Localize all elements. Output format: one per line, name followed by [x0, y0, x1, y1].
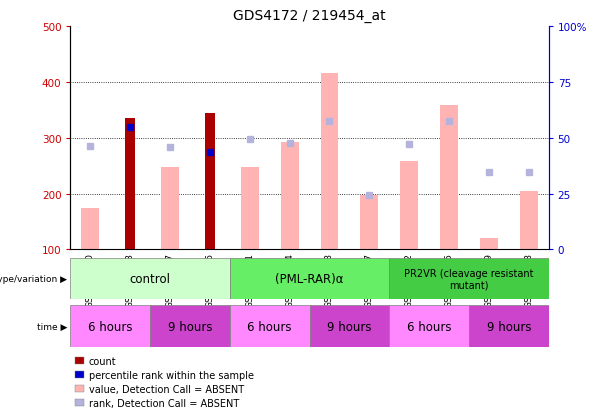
Bar: [230, 258, 389, 299]
Text: genotype/variation ▶: genotype/variation ▶: [0, 274, 67, 283]
Bar: [480, 239, 498, 250]
Bar: [400, 162, 418, 250]
Bar: [205, 113, 215, 250]
Text: PR2VR (cleavage resistant
mutant): PR2VR (cleavage resistant mutant): [404, 268, 534, 290]
Bar: [125, 119, 135, 250]
Bar: [440, 106, 458, 250]
Text: (PML-RAR)α: (PML-RAR)α: [275, 272, 344, 285]
Text: value, Detection Call = ABSENT: value, Detection Call = ABSENT: [89, 384, 244, 394]
Bar: [310, 306, 389, 347]
Bar: [75, 385, 84, 392]
Bar: [161, 167, 179, 250]
Bar: [241, 167, 259, 250]
Text: count: count: [89, 356, 116, 366]
Bar: [321, 74, 338, 250]
Text: control: control: [130, 272, 170, 285]
Bar: [75, 358, 84, 364]
Text: 9 hours: 9 hours: [487, 320, 531, 333]
Text: time ▶: time ▶: [37, 322, 67, 331]
Text: 9 hours: 9 hours: [327, 320, 371, 333]
Bar: [75, 399, 84, 406]
Bar: [70, 258, 230, 299]
Bar: [230, 306, 310, 347]
Text: percentile rank within the sample: percentile rank within the sample: [89, 370, 254, 380]
Text: 6 hours: 6 hours: [407, 320, 451, 333]
Bar: [82, 208, 99, 250]
Title: GDS4172 / 219454_at: GDS4172 / 219454_at: [234, 9, 386, 23]
Bar: [469, 306, 549, 347]
Text: 6 hours: 6 hours: [88, 320, 132, 333]
Bar: [360, 196, 378, 250]
Bar: [389, 306, 469, 347]
Text: rank, Detection Call = ABSENT: rank, Detection Call = ABSENT: [89, 398, 239, 408]
Bar: [150, 306, 230, 347]
Text: 9 hours: 9 hours: [168, 320, 212, 333]
Bar: [281, 142, 299, 250]
Bar: [70, 306, 150, 347]
Bar: [389, 258, 549, 299]
Text: 6 hours: 6 hours: [248, 320, 292, 333]
Bar: [520, 191, 538, 250]
Bar: [75, 372, 84, 378]
